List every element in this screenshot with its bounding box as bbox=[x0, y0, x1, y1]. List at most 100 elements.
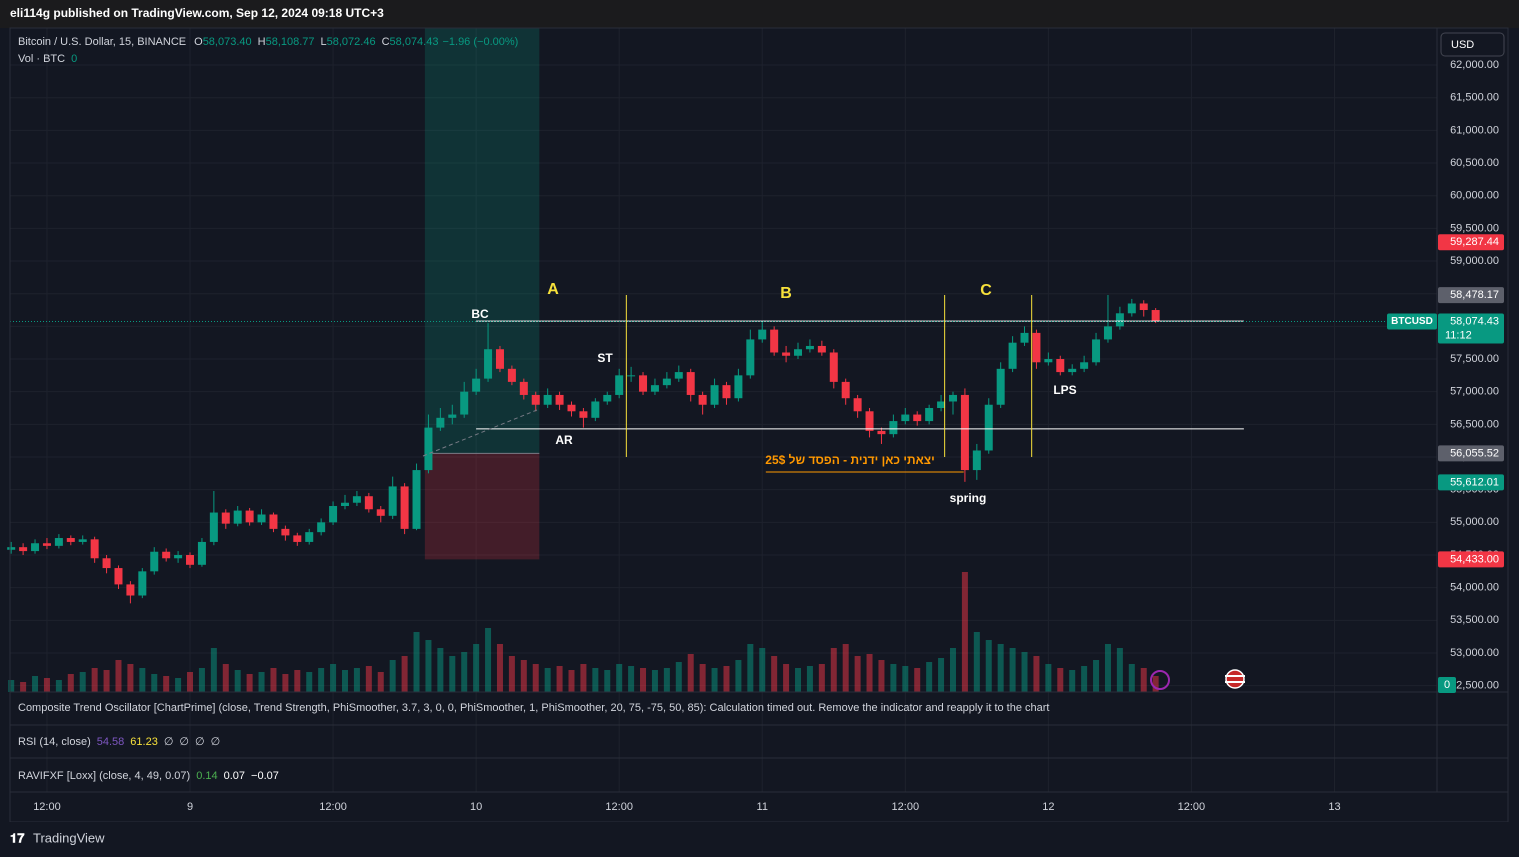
volume-bar bbox=[222, 664, 229, 692]
x-tick-label: 12:00 bbox=[892, 801, 920, 813]
indicator-name: RSI (14, close) bbox=[18, 736, 91, 748]
volume-bar bbox=[43, 678, 50, 692]
candle-body bbox=[197, 541, 206, 565]
volume-bar bbox=[163, 676, 170, 692]
indicator-value: ∅ bbox=[211, 736, 221, 748]
candle-body bbox=[436, 417, 445, 428]
annotation: AR bbox=[555, 433, 573, 447]
candle-body bbox=[555, 394, 564, 405]
x-tick-label: 12:00 bbox=[319, 801, 347, 813]
annotation: spring bbox=[950, 491, 987, 505]
candle-body bbox=[90, 539, 99, 559]
countdown: 11:12 bbox=[1445, 329, 1472, 341]
annotation: יצאתי כאן ידנית - הפסד של 25$ bbox=[765, 453, 934, 467]
volume-value: 0 bbox=[71, 53, 77, 65]
volume-bar bbox=[699, 664, 706, 692]
candle-body bbox=[388, 486, 397, 516]
indicator-value: 61.23 bbox=[130, 736, 158, 748]
candle-body bbox=[817, 345, 826, 353]
volume-label: Vol · BTC bbox=[18, 53, 65, 65]
candle-body bbox=[686, 372, 695, 395]
price-tag bbox=[1438, 445, 1504, 462]
volume-bar bbox=[20, 682, 27, 692]
candle-body bbox=[19, 547, 28, 552]
event-flag[interactable] bbox=[1225, 669, 1245, 689]
volume-bar bbox=[1093, 660, 1100, 692]
ohlc-value: 58,072.46 bbox=[327, 36, 376, 48]
volume-bar bbox=[437, 648, 444, 692]
candle-body bbox=[1151, 310, 1160, 322]
candle-body bbox=[245, 510, 254, 523]
y-tick-label: 54,000.00 bbox=[1450, 582, 1499, 594]
candle-body bbox=[972, 450, 981, 471]
candle-body bbox=[984, 404, 993, 451]
indicator-name: RAVIFXF [Loxx] (close, 4, 49, 0.07) bbox=[18, 770, 190, 782]
price-tag-label: 59,287.44 bbox=[1450, 236, 1499, 248]
volume-bar bbox=[353, 668, 360, 692]
candle-body bbox=[507, 368, 516, 382]
x-tick-label: 11 bbox=[757, 801, 768, 813]
indicator-value: 54.58 bbox=[97, 736, 125, 748]
candle-body bbox=[42, 543, 51, 546]
volume-bar bbox=[604, 670, 611, 692]
candle-body bbox=[424, 427, 433, 471]
volume-bar bbox=[640, 668, 647, 692]
logo-mark: 𝟏𝟕 bbox=[10, 830, 25, 845]
y-tick-label: 56,500.00 bbox=[1450, 418, 1499, 430]
candle-body bbox=[376, 509, 385, 516]
candle-body bbox=[448, 414, 457, 418]
volume-bar bbox=[377, 672, 384, 692]
volume-bar bbox=[1116, 648, 1123, 692]
price-tag-label: 56,055.52 bbox=[1450, 447, 1499, 459]
volume-bar bbox=[616, 664, 623, 692]
candle-body bbox=[877, 430, 886, 435]
candle-body bbox=[948, 394, 957, 402]
annotation: LPS bbox=[1053, 383, 1076, 397]
candle-body bbox=[317, 522, 326, 533]
y-tick-label: 57,000.00 bbox=[1450, 386, 1499, 398]
indicator-value: ∅ bbox=[195, 736, 205, 748]
candle-body bbox=[305, 532, 314, 542]
candle-body bbox=[722, 385, 731, 399]
ohlc-key: H bbox=[258, 36, 266, 48]
candle-body bbox=[495, 349, 504, 369]
currency[interactable]: USD bbox=[1451, 39, 1474, 51]
volume-bar bbox=[461, 652, 468, 692]
candle-body bbox=[78, 539, 87, 542]
candle-body bbox=[1056, 359, 1065, 373]
indicator-legend: RSI (14, close) 54.58 61.23 ∅ ∅ ∅ ∅ bbox=[18, 736, 220, 748]
price-tag bbox=[1438, 551, 1504, 568]
candle-body bbox=[364, 496, 373, 510]
x-tick-label: 12 bbox=[1042, 801, 1054, 813]
y-tick-label: 59,000.00 bbox=[1450, 255, 1499, 267]
volume-bar bbox=[365, 666, 372, 692]
y-tick-label: 61,000.00 bbox=[1450, 124, 1499, 136]
currency-button[interactable] bbox=[1440, 32, 1505, 57]
volume-bar bbox=[806, 666, 813, 692]
alert-icon[interactable] bbox=[1150, 670, 1170, 690]
price-tag-label: 58,478.17 bbox=[1450, 289, 1499, 301]
volume-tag-label: 0 bbox=[1444, 679, 1450, 691]
volume-bar bbox=[520, 660, 527, 692]
candle-body bbox=[650, 385, 659, 392]
volume-bar bbox=[508, 656, 515, 692]
candle-body bbox=[1103, 326, 1112, 340]
volume-bar bbox=[759, 648, 766, 692]
volume-bar bbox=[151, 674, 158, 692]
price-tag-label: 55,612.01 bbox=[1450, 476, 1499, 488]
candle-body bbox=[102, 558, 111, 569]
indicator-legend: Composite Trend Oscillator [ChartPrime] … bbox=[18, 702, 1049, 714]
change: −1.96 (−0.00%) bbox=[442, 36, 518, 48]
candle-body bbox=[639, 375, 648, 392]
candle-body bbox=[531, 394, 540, 405]
volume-bar bbox=[270, 668, 277, 692]
y-tick-label: 53,500.00 bbox=[1450, 614, 1499, 626]
volume-bar bbox=[115, 660, 122, 692]
volume-bar bbox=[592, 668, 599, 692]
volume-bar bbox=[198, 668, 205, 692]
volume-bar bbox=[127, 664, 134, 692]
ohlc-value: 58,073.40 bbox=[203, 36, 252, 48]
volume-bar bbox=[651, 670, 658, 692]
volume-bar bbox=[8, 680, 15, 692]
volume-bar bbox=[914, 668, 921, 692]
